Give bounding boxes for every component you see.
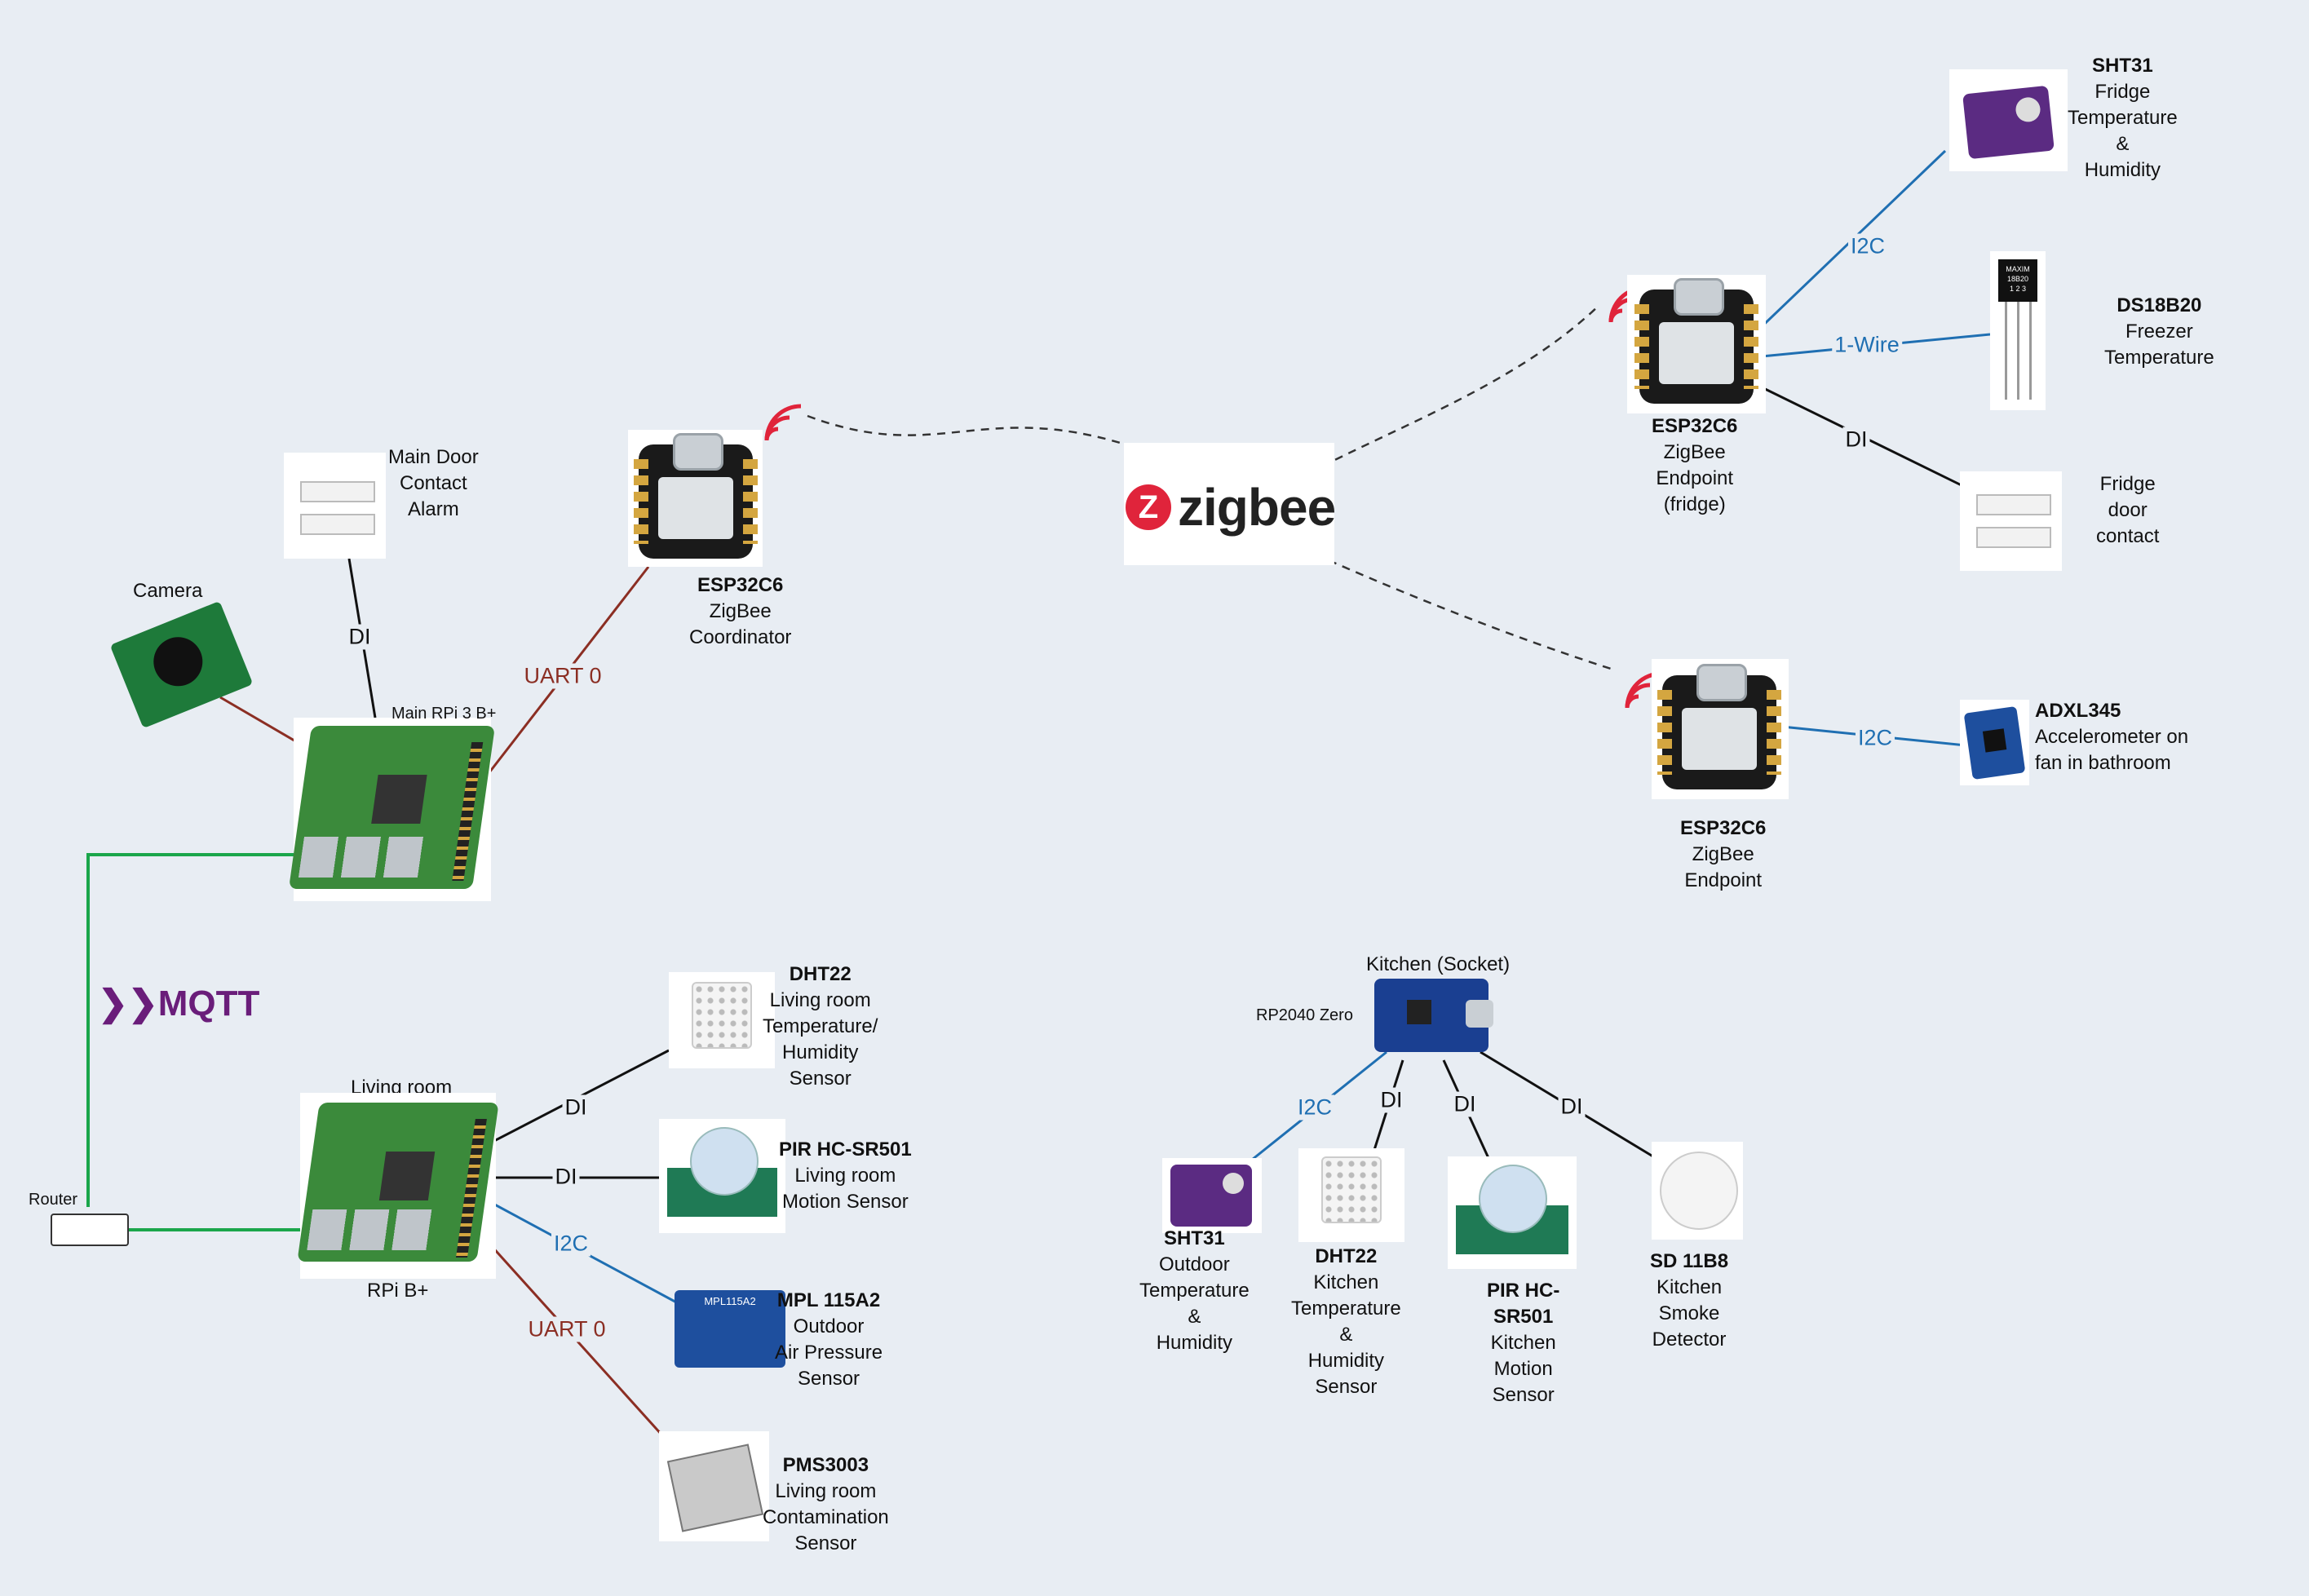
pir-kitchen-label: PIR HC- SR501 Kitchen Motion Sensor [1487, 1280, 1560, 1406]
wire-label-fridge-door-di: DI [1842, 427, 1870, 453]
main-pi-label: Main RPi 3 B+ [391, 705, 497, 723]
mpl115a2-icon: MPL115A2 [675, 1290, 785, 1368]
wire-label-dht22-di: DI [562, 1094, 590, 1121]
fridge-door-sensor-icon [1960, 471, 2062, 571]
smoke-detector-label: SD 11B8 Kitchen Smoke Detector [1650, 1250, 1729, 1351]
zigbee-link-fridge [1308, 305, 1599, 475]
wire-label-coord-uart: UART 0 [521, 663, 604, 689]
wire-label-pms-uart: UART 0 [525, 1316, 608, 1342]
dht22-kitchen-icon [1298, 1148, 1404, 1242]
dht22-kitchen-label: DHT22 Kitchen Temperature & Humidity Sen… [1291, 1245, 1401, 1398]
ethernet-main [86, 853, 310, 1207]
router-icon [51, 1214, 129, 1246]
wire-label-pirk-di: DI [1451, 1091, 1479, 1117]
wire-label-adxl-i2c: I2C [1855, 725, 1895, 751]
mpl115a2-label: MPL 115A2 Outdoor Air Pressure Sensor [775, 1289, 883, 1390]
pir-living-label: PIR HC-SR501 Living room Motion Sensor [779, 1138, 912, 1213]
radio-icon-coord [764, 404, 802, 441]
mqtt-icon: ❯❯ [98, 984, 158, 1023]
dht22-living-icon [669, 972, 775, 1068]
kitchen-title: Kitchen (Socket) [1366, 953, 1511, 975]
zigbee-logo-icon: Z [1126, 484, 1171, 530]
wire-label-ds18b20-1wire: 1-Wire [1832, 332, 1902, 358]
bath-endpoint-board [1657, 664, 1781, 789]
sht31-outdoor-icon [1170, 1165, 1252, 1227]
sht31-fridge-label: SHT31 Fridge Temperature & Humidity [2068, 55, 2178, 181]
sht31-outdoor-label: SHT31 Outdoor Temperature & Humidity [1139, 1227, 1250, 1354]
rp2040-zero-icon [1374, 979, 1493, 1052]
adxl345-label: ADXL345 Accelerometer on fan in bathroom [2035, 700, 2189, 774]
fridge-door-label: Fridge door contact [2096, 473, 2160, 547]
wire-label-door-di: DI [346, 624, 374, 650]
wire-label-mpl-i2c: I2C [551, 1231, 591, 1257]
pms3003-icon [659, 1431, 769, 1541]
ds18b20-legs [2005, 302, 2033, 400]
wire-label-pir-di: DI [552, 1164, 580, 1190]
ds18b20-label: DS18B20 Freezer Temperature [2104, 294, 2214, 369]
pir-living-icon [659, 1119, 785, 1233]
zigbee-link-bathroom [1288, 541, 1612, 670]
wire-label-sht31o-i2c: I2C [1294, 1094, 1335, 1121]
wire-label-smoke-di: DI [1558, 1094, 1586, 1120]
mqtt-logo: ❯❯MQTT [98, 984, 260, 1023]
camera-label: Camera [133, 580, 203, 602]
zigbee-logo: Z zigbee [1126, 477, 1336, 537]
adxl345-icon [1963, 705, 2026, 780]
sht31-fridge-icon [1962, 85, 2055, 160]
pir-kitchen-icon [1448, 1156, 1577, 1269]
zigbee-link-coordinator [807, 414, 1126, 446]
main-door-label: Main Door Contact Alarm [388, 446, 479, 520]
dht22-living-label: DHT22 Living room Temperature/ Humidity … [763, 963, 878, 1090]
living-pi-bottom-label: RPi B+ [367, 1280, 429, 1302]
coordinator-board [634, 433, 758, 559]
smoke-detector-icon [1652, 1142, 1743, 1240]
ds18b20-icon: MAXIM 18B20 1 2 3 [1998, 259, 2037, 302]
living-pi-board [297, 1103, 499, 1262]
wire-label-dht22k-di: DI [1378, 1087, 1405, 1113]
fridge-endpoint-board [1634, 278, 1758, 404]
main-door-sensor-icon [284, 453, 386, 559]
rp2040-label: RP2040 Zero [1256, 1006, 1353, 1024]
wire-label-sht31f-i2c: I2C [1847, 233, 1888, 259]
bath-endpoint-label: ESP32C6 ZigBee Endpoint [1680, 817, 1767, 891]
coordinator-label: ESP32C6 ZigBee Coordinator [689, 574, 792, 648]
main-pi-board [288, 726, 496, 889]
pms3003-label: PMS3003 Living room Contamination Sensor [763, 1454, 889, 1554]
router-label: Router [29, 1191, 78, 1209]
fridge-endpoint-label: ESP32C6 ZigBee Endpoint (fridge) [1652, 415, 1738, 515]
